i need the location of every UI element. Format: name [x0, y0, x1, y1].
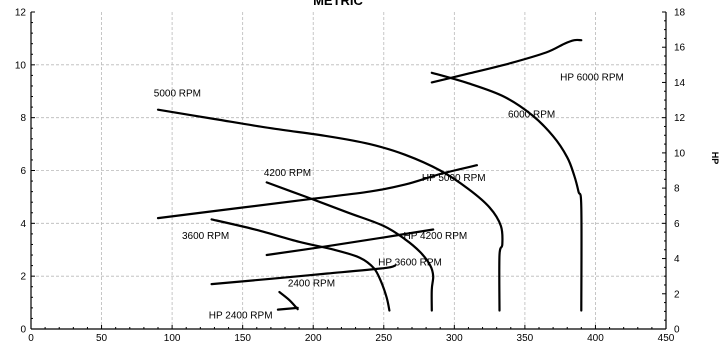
- curve-label-3600-rpm: 3600 RPM: [182, 231, 229, 242]
- curve-label-hp-6000-rpm: HP 6000 RPM: [560, 73, 624, 84]
- curve-label-hp-5000-rpm: HP 5000 RPM: [422, 173, 486, 184]
- y-tick-label: 2: [20, 272, 26, 283]
- y2-tick-label: 2: [674, 289, 680, 300]
- y2-tick-label: 10: [674, 148, 686, 159]
- x-tick-label: 300: [446, 333, 463, 344]
- y-tick-label: 4: [20, 219, 26, 230]
- y2-tick-label: 4: [674, 254, 680, 265]
- series-line-4200-rpm: [265, 181, 435, 312]
- curve-label-2400-rpm: 2400 RPM: [288, 279, 335, 290]
- curve-label-hp-2400-rpm: HP 2400 RPM: [209, 310, 273, 321]
- curve-label-hp-3600-rpm: HP 3600 RPM: [378, 258, 442, 269]
- y2-tick-label: 14: [674, 78, 686, 89]
- x-tick-label: 250: [375, 333, 392, 344]
- series-line-hp-3600-rpm: [210, 264, 397, 286]
- right-axis-label: HP: [710, 152, 720, 165]
- y2-tick-label: 0: [674, 325, 680, 336]
- y2-tick-label: 12: [674, 113, 686, 124]
- x-tick-label: 50: [96, 333, 108, 344]
- series-line-hp-6000-rpm: [430, 38, 583, 84]
- chart-title: METRIC: [313, 0, 363, 8]
- y-tick-label: 12: [15, 8, 27, 19]
- curve-label-6000-rpm: 6000 RPM: [508, 110, 555, 121]
- x-tick-label: 100: [164, 333, 181, 344]
- series-line-hp-2400-rpm: [276, 306, 299, 311]
- x-tick-label: 400: [587, 333, 604, 344]
- x-tick-label: 200: [305, 333, 322, 344]
- y-tick-label: 0: [20, 325, 26, 336]
- series-group: [156, 38, 583, 312]
- series-line-5000-rpm: [156, 108, 504, 312]
- series-line-hp-4200-rpm: [265, 228, 435, 257]
- curve-label-4200-rpm: 4200 RPM: [264, 168, 311, 179]
- x-tick-label: 350: [517, 333, 534, 344]
- grid: [31, 12, 666, 329]
- curve-labels: 5000 RPM 6000 RPM 4200 RPM 3600 RPM 2400 RPM…: [154, 73, 624, 322]
- x-tick-label: 150: [234, 333, 251, 344]
- y2-tick-label: 6: [674, 219, 680, 230]
- series-line-3600-rpm: [210, 218, 391, 312]
- curve-label-hp-4200-rpm: HP 4200 RPM: [404, 231, 468, 242]
- series-line-2400-rpm: [278, 290, 299, 311]
- y-tick-label: 6: [20, 166, 26, 177]
- curve-label-5000-rpm: 5000 RPM: [154, 89, 201, 100]
- y2-tick-label: 18: [674, 8, 686, 19]
- y-tick-label: 10: [15, 60, 27, 71]
- axes: 0 50 100 150 200 250 300 350 400 4500246810120246…: [15, 8, 686, 345]
- x-tick-label: 0: [28, 333, 34, 344]
- y2-tick-label: 16: [674, 43, 686, 54]
- y-tick-label: 8: [20, 113, 26, 124]
- y2-tick-label: 8: [674, 184, 680, 195]
- series-line-hp-5000-rpm: [156, 164, 478, 220]
- series-line-6000-rpm: [430, 71, 583, 312]
- x-tick-label: 450: [658, 333, 675, 344]
